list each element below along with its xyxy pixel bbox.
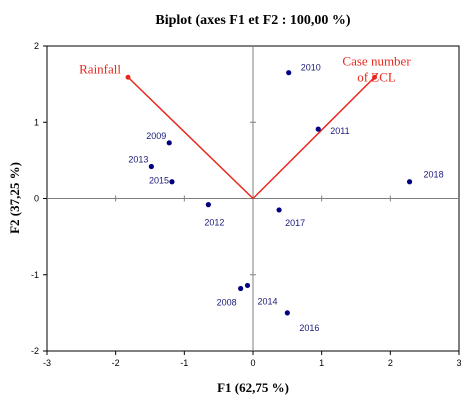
x-tick-label: 3: [456, 358, 461, 368]
observation-label: 2009: [146, 131, 166, 141]
y-tick-label: 0: [34, 194, 39, 204]
observation-point: [166, 140, 172, 146]
y-tick-label: 1: [34, 117, 39, 127]
observation-point: [238, 285, 244, 292]
variable-label: Case number of ZCL: [342, 53, 411, 84]
observation-point: [205, 202, 211, 208]
observation-label: 2008: [217, 297, 237, 307]
plot-area: -3 -2 -1 0 1 2 3 -2 -1 0 1 2 Rainfall Case number of Z…: [31, 41, 462, 368]
observation-label: 2017: [285, 218, 305, 228]
observation-label: 2016: [299, 323, 319, 333]
y-tick-label: -2: [31, 346, 39, 356]
variable-vector: [127, 76, 254, 200]
variable-point: [125, 74, 131, 80]
observation-point: [286, 70, 292, 76]
chart-title: Biplot (axes F1 et F2 : 100,00 %): [155, 13, 351, 28]
x-tick-label: -2: [112, 358, 120, 368]
observation-label: 2015: [149, 176, 169, 186]
x-tick-label: 1: [319, 358, 324, 368]
observation-label: 2013: [128, 154, 148, 164]
y-tick-label: 2: [34, 41, 39, 51]
observation-label: 2010: [301, 63, 321, 73]
y-axis-label: F2 (37,25 %): [7, 162, 22, 234]
variable-label: Rainfall: [79, 61, 121, 76]
observation-point: [406, 179, 413, 185]
x-tick-label: 2: [388, 358, 393, 368]
x-axis-label: F1 (62,75 %): [217, 380, 289, 395]
observation-point: [284, 310, 290, 316]
x-tick-label: 0: [250, 358, 255, 368]
observation-label: 2011: [330, 126, 349, 136]
observation-point: [169, 179, 175, 185]
variable-vector: [252, 76, 376, 200]
observation-point: [315, 126, 321, 132]
observation-label: 2018: [424, 170, 444, 180]
observation-point: [276, 207, 282, 213]
variable-point: [372, 74, 378, 80]
observation-label: 2012: [204, 218, 224, 228]
observation-label: 2014: [258, 296, 278, 306]
x-tick-label: -1: [180, 358, 188, 368]
observation-point: [244, 282, 251, 289]
observation-point: [148, 163, 154, 170]
y-tick-label: -1: [31, 270, 39, 280]
x-tick-label: -3: [43, 358, 51, 368]
